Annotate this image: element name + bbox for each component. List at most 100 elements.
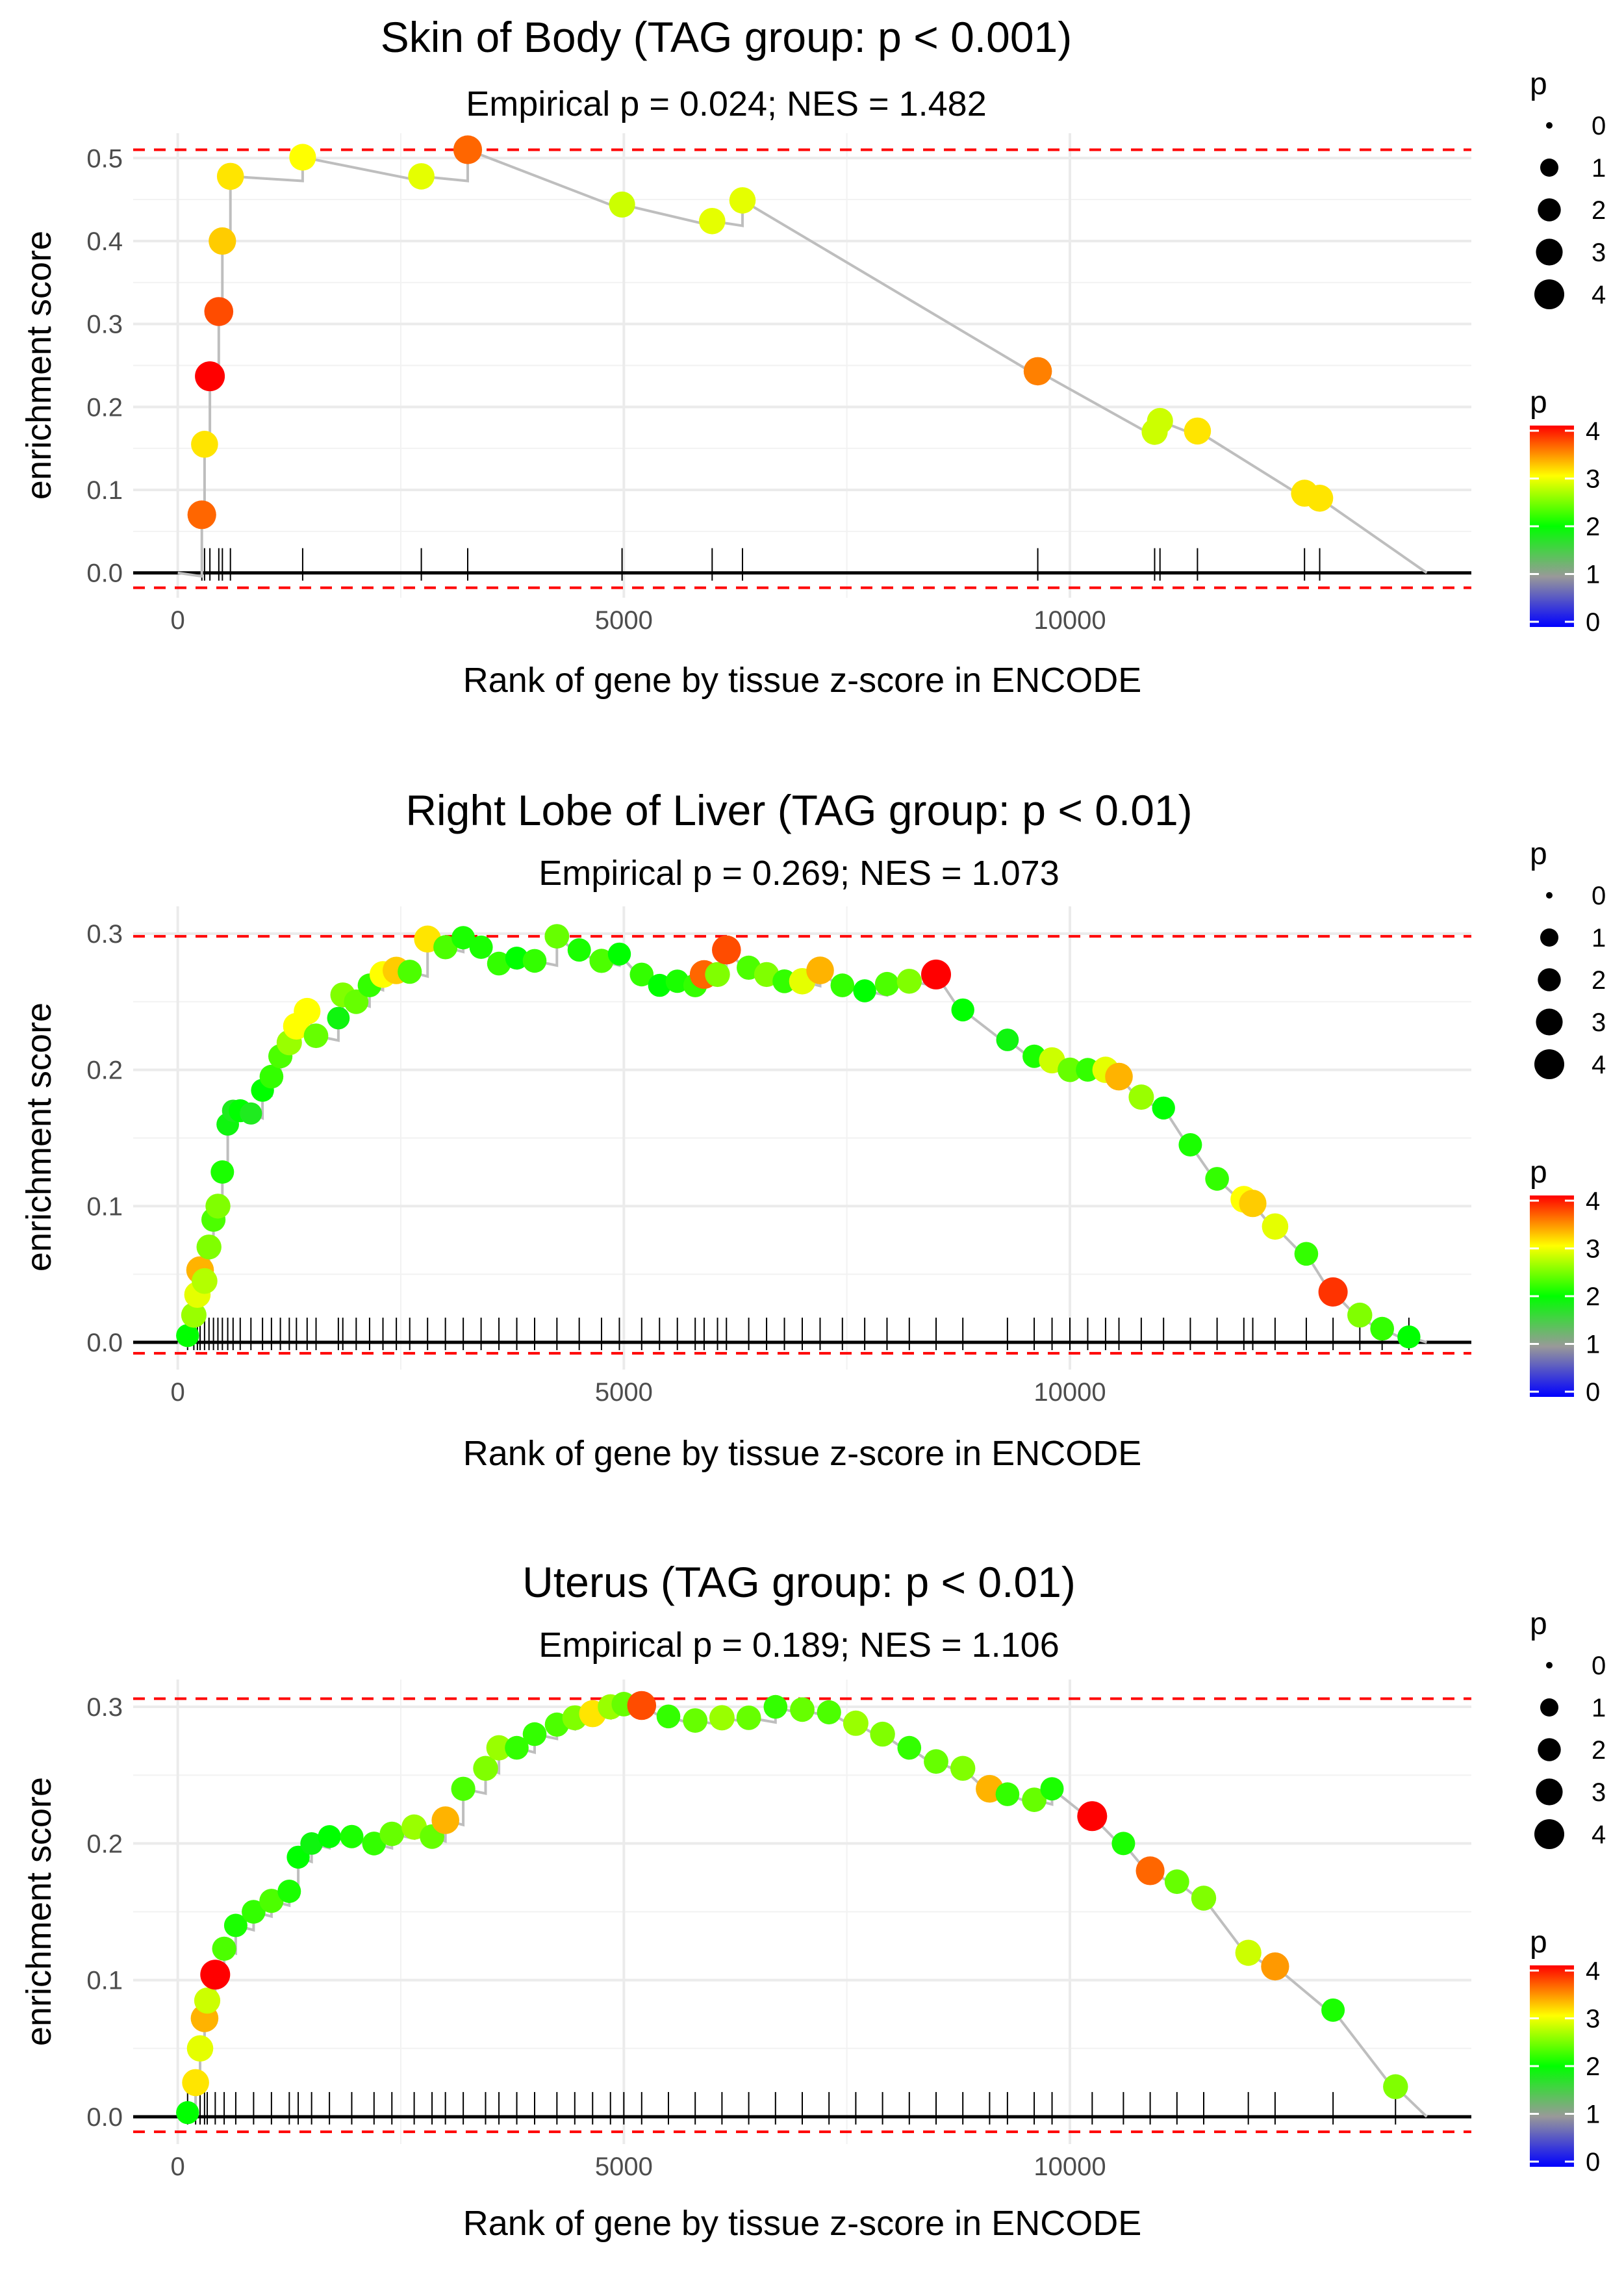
color-legend-label: 2 — [1586, 513, 1600, 541]
color-legend-label: 3 — [1586, 1235, 1600, 1264]
hit-point — [210, 1160, 235, 1184]
x-tick-label: 5000 — [595, 1378, 653, 1407]
hit-point — [1136, 1856, 1165, 1885]
hit-point — [277, 1880, 301, 1903]
y-tick-label: 0.2 — [86, 1830, 123, 1858]
size-legend-label: 1 — [1592, 154, 1606, 183]
size-legend-key — [1546, 892, 1553, 899]
plot-area: 0.0 0.1 0.2 0.3 0 5000 10000 — [86, 1680, 1471, 2181]
hit-point — [176, 1323, 199, 1348]
size-legend-label: 0 — [1592, 1652, 1606, 1680]
hit-point — [487, 951, 511, 976]
size-legend-key — [1540, 159, 1558, 177]
hit-point — [627, 1691, 657, 1720]
hit-point — [1239, 1190, 1267, 1218]
panel-title: Uterus (TAG group: p < 0.01) — [522, 1558, 1076, 1606]
hit-point — [505, 1735, 529, 1760]
color-legend-label: 4 — [1586, 417, 1600, 446]
hit-point — [609, 191, 635, 218]
hit-point — [1077, 1801, 1108, 1832]
color-legend-label: 3 — [1586, 465, 1600, 494]
hit-point — [629, 962, 654, 987]
size-legend-key — [1538, 968, 1561, 991]
size-legend-label: 2 — [1592, 196, 1606, 225]
color-legend-label: 4 — [1586, 1187, 1600, 1216]
y-tick-label: 0.0 — [86, 1329, 123, 1357]
color-legend-label: 2 — [1586, 1283, 1600, 1311]
plot-area: 0.0 0.1 0.2 0.3 0 5000 10000 — [86, 906, 1471, 1407]
hit-point — [709, 1705, 735, 1731]
x-tick-label: 5000 — [595, 606, 653, 635]
hit-point — [204, 297, 234, 326]
hit-point — [327, 1006, 350, 1030]
hit-point — [683, 1708, 708, 1733]
x-tick-label: 0 — [171, 1378, 185, 1407]
hit-point — [763, 1694, 788, 1719]
hit-point — [294, 997, 321, 1025]
color-legend-label: 1 — [1586, 1331, 1600, 1359]
size-legend-label: 4 — [1592, 1051, 1606, 1079]
size-legend-key — [1534, 1819, 1564, 1849]
hit-point — [318, 1825, 341, 1848]
hit-point — [209, 227, 236, 255]
hit-point — [790, 1697, 815, 1722]
hit-point — [874, 971, 900, 997]
hit-point — [656, 1704, 681, 1729]
hit-point — [1023, 357, 1052, 386]
y-tick-label: 0.0 — [86, 2103, 123, 2132]
hit-point — [950, 1756, 976, 1781]
hit-point — [1370, 1316, 1394, 1341]
size-legend-key — [1540, 1698, 1558, 1717]
y-tick-label: 0.1 — [86, 1967, 123, 1995]
size-legend-label: 3 — [1592, 1778, 1606, 1807]
hit-point — [772, 969, 796, 993]
hit-point — [896, 969, 922, 994]
size-legend-label: 2 — [1592, 1736, 1606, 1765]
y-tick-label: 0.1 — [86, 476, 123, 505]
hit-point — [1040, 1777, 1064, 1801]
hit-point — [212, 1936, 236, 1961]
hit-point — [1205, 1167, 1229, 1191]
hit-point — [648, 973, 671, 997]
hit-point — [1321, 1998, 1345, 2022]
size-legend-label: 4 — [1592, 281, 1606, 309]
panel-right-lobe-of-liver: Right Lobe of Liver (TAG group: p < 0.01… — [19, 786, 1606, 1473]
hit-point — [486, 1735, 512, 1761]
hit-point — [191, 431, 218, 458]
hit-point — [205, 1194, 231, 1219]
size-legend-label: 1 — [1592, 924, 1606, 952]
hit-point — [1022, 1787, 1047, 1813]
hit-point — [1111, 1832, 1136, 1856]
size-legend-key — [1536, 1778, 1563, 1806]
size-legend-key — [1540, 928, 1558, 947]
color-legend-label: 0 — [1586, 2148, 1600, 2177]
hit-point — [665, 969, 689, 993]
hit-point — [195, 361, 225, 392]
hit-point — [607, 942, 631, 966]
running-es-line — [177, 147, 1428, 578]
size-legend-key — [1534, 1049, 1564, 1079]
size-legend-label: 3 — [1592, 238, 1606, 267]
size-legend-title: p — [1530, 837, 1547, 871]
color-legend-title: p — [1530, 1925, 1547, 1960]
y-tick-label: 0.2 — [86, 393, 123, 422]
panel-title: Skin of Body (TAG group: p < 0.001) — [381, 13, 1072, 61]
color-legend-title: p — [1530, 1155, 1547, 1190]
size-legend-label: 3 — [1592, 1008, 1606, 1037]
hit-point — [830, 973, 855, 997]
hit-point — [522, 949, 547, 973]
hit-point — [469, 935, 493, 959]
x-tick-label: 0 — [171, 2153, 185, 2181]
hit-point — [187, 500, 216, 530]
hit-point — [995, 1782, 1020, 1806]
hit-point — [200, 1960, 231, 1990]
hit-point — [216, 162, 244, 190]
hit-point — [300, 1832, 324, 1855]
color-legend-title: p — [1530, 385, 1547, 420]
color-legend-label: 0 — [1586, 608, 1600, 637]
hit-point — [242, 1900, 266, 1924]
y-tick-label: 0.3 — [86, 920, 123, 949]
panel-title: Right Lobe of Liver (TAG group: p < 0.01… — [405, 786, 1192, 834]
hit-point — [1191, 1885, 1217, 1911]
